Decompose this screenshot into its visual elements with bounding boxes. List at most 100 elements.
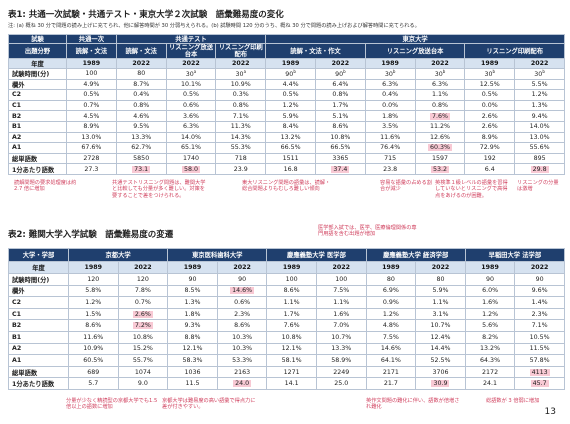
table-cell: 2171 <box>365 365 417 379</box>
cell-value: 10.3% <box>232 345 253 353</box>
cell-value: 3.6% <box>182 112 199 120</box>
cell-value: 4.8% <box>382 322 399 330</box>
header-row: 試験 共通一次 共通テスト 東京大学 <box>8 34 565 44</box>
table-cell: 100 <box>266 273 317 286</box>
table-cell: 5.5% <box>514 78 565 91</box>
header-cell: 慶應義塾大学 医学部 <box>266 248 367 262</box>
table-cell: 10.8% <box>314 131 366 144</box>
row-label: A1 <box>8 142 67 154</box>
cell-value: 100 <box>285 275 298 283</box>
table-cell: 0.4% <box>364 89 416 101</box>
table-cell: 3.5% <box>364 120 416 133</box>
superscript: b <box>542 69 545 75</box>
table-cell: 1597 <box>414 152 466 165</box>
cell-value: 24.0 <box>233 380 252 388</box>
row-label: B1 <box>8 330 69 344</box>
cell-value: 57.8% <box>529 356 550 364</box>
cell-value: 1074 <box>134 368 151 376</box>
cell-value: 66.5% <box>330 144 351 152</box>
row-label: 欄外 <box>8 284 69 298</box>
cell-value: 30b <box>484 69 496 79</box>
table-cell: 66.5% <box>265 142 316 154</box>
cell-value: 58.3% <box>182 356 203 364</box>
cell-value: 8.5% <box>184 287 201 295</box>
table-cell: 2163 <box>216 365 268 379</box>
table-cell: 8.6% <box>314 120 366 133</box>
table-row: 総単語数 689 1074 1036 2163 1271 2249 2171 3706 2172 4… <box>8 365 565 379</box>
table-cell: 30.9 <box>415 377 466 390</box>
table-cell: 1074 <box>117 365 169 379</box>
cell-value: 7.5% <box>382 333 399 341</box>
cell-value: 689 <box>87 368 100 376</box>
cell-value: 120 <box>136 275 149 283</box>
cell-value: 37.4 <box>331 165 350 173</box>
table-cell: 29.8 <box>514 163 565 175</box>
year: 1989 <box>68 261 119 274</box>
cell-value: 90 <box>188 275 197 283</box>
header-text: 読解・文法 <box>125 47 157 55</box>
cell-value: 2.3% <box>234 310 251 318</box>
cell-value: 2249 <box>333 368 350 376</box>
table-cell: 1271 <box>266 365 317 379</box>
table-cell: 10.9% <box>215 78 267 91</box>
cell-value: 30b <box>434 69 446 79</box>
annotation: 英検準１級レベルの語彙を習得していないとリスニングで高得点をあげるのが困難。 <box>435 180 508 199</box>
cell-value: 4113 <box>529 368 550 376</box>
cell-value: 14.0% <box>180 133 201 141</box>
table-cell: 12.4% <box>415 330 466 344</box>
header-text: 読解・文法 <box>75 47 108 55</box>
table-cell: 67.6% <box>66 142 117 154</box>
cell-value: 64.1% <box>380 356 401 364</box>
cell-value: 12.1% <box>281 345 302 353</box>
annotation: 総語数が 3 倍弱に増加 <box>486 398 540 404</box>
cell-value: 11.5 <box>185 380 200 388</box>
cell-value: 29.8 <box>530 165 549 173</box>
cell-value: 0.0% <box>481 102 498 110</box>
cell-value: 60.5% <box>83 356 104 364</box>
table-cell: 0.5% <box>66 89 117 101</box>
table-cell: 7.6% <box>414 110 466 122</box>
annotation: 分量が少なく精読型の京都大学でも1.5 倍以上の語数に増加 <box>66 398 158 411</box>
superscript: b <box>442 69 446 75</box>
year: 2022 <box>514 261 565 274</box>
table-cell: 1036 <box>167 365 218 379</box>
cell-value: 2728 <box>83 155 100 163</box>
table-cell: 0.0% <box>364 99 416 112</box>
cell-value: 6.3% <box>182 123 199 131</box>
table-cell: 0.8% <box>115 99 167 112</box>
cell-value: 27.3 <box>84 165 99 173</box>
cell-value: 14.6% <box>380 345 401 353</box>
table-cell: 7.5% <box>365 330 417 344</box>
cell-value: 1.1% <box>283 298 300 306</box>
cell-value: 52.5% <box>430 356 451 364</box>
cell-value: 10.7% <box>331 333 352 341</box>
cell-value: 8.8% <box>184 333 201 341</box>
cell-value: 7.8% <box>134 287 151 295</box>
cell-value: 5.8% <box>85 287 102 295</box>
table-cell: 1.2% <box>464 307 516 321</box>
cell-value: 10.9% <box>230 80 251 88</box>
table-cell: 12.6% <box>414 131 466 144</box>
cell-value: 90 <box>535 275 544 283</box>
year: 1989 <box>265 58 316 69</box>
cell-value: 1.2% <box>382 310 399 318</box>
table-cell: 2249 <box>315 365 367 379</box>
table-cell: 30b <box>364 68 416 80</box>
cell-value: 1.2% <box>531 91 548 99</box>
year-row: 年度 1989 2022 2022 2022 1989 2022 1989 2022 1989 20… <box>8 58 565 69</box>
superscript: b <box>492 69 496 75</box>
cell-value: 0.4% <box>133 91 150 99</box>
table-cell: 2172 <box>464 365 516 379</box>
cell-value: 45.7 <box>530 380 549 388</box>
table-row: B1 8.9% 9.5% 6.3% 11.3% 8.4% 8.6% 3.5% 11.2% 2.6%… <box>8 120 565 133</box>
table-cell: 9.5% <box>115 120 167 133</box>
year: 1989 <box>464 58 516 69</box>
cell-value: 10.8% <box>330 133 351 141</box>
table-cell: 10.7% <box>415 319 466 332</box>
table-row: C1 1.5% 2.6% 1.8% 2.3% 1.7% 1.6% 1.2% 3.1% 1.2% 2.… <box>8 307 565 321</box>
cell-value: 7.1% <box>232 112 249 120</box>
table-cell: 58.0 <box>165 163 217 175</box>
table-cell: 10.8% <box>266 330 317 344</box>
cell-value: 2.6% <box>132 310 153 318</box>
cell-value: 1.3% <box>531 102 548 110</box>
